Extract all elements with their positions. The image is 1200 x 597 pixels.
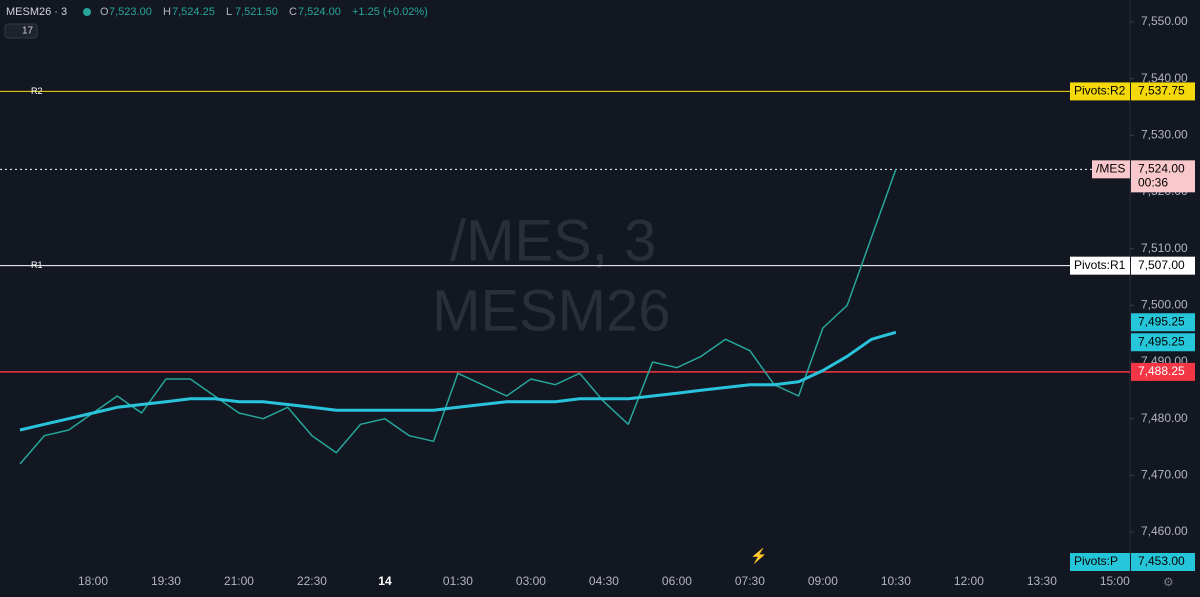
y-tick-label: 7,480.00 bbox=[1141, 411, 1188, 425]
ohlc-key: C bbox=[289, 6, 297, 18]
ohlc-value: 7,524.25 bbox=[172, 6, 215, 18]
vwap-price: 7,495.25 bbox=[1138, 314, 1185, 328]
ohlc-key: L bbox=[226, 6, 232, 18]
level-short: R1 bbox=[31, 260, 43, 270]
vwap-price-box bbox=[1131, 313, 1195, 332]
x-tick-label: 15:00 bbox=[1100, 574, 1130, 588]
level-price: 7,453.00 bbox=[1138, 554, 1185, 568]
watermark: MESM26 bbox=[432, 278, 671, 343]
level-price-box bbox=[1131, 256, 1195, 275]
last-name: /MES bbox=[1096, 162, 1125, 176]
level-name-box bbox=[1070, 82, 1130, 101]
indicator-toggle[interactable] bbox=[4, 23, 38, 39]
x-tick-label: 09:00 bbox=[808, 574, 838, 588]
settings-icon[interactable]: ⚙ bbox=[1163, 575, 1174, 589]
series-line bbox=[19, 169, 897, 465]
ohlc-key: O bbox=[100, 6, 109, 18]
level-name-box bbox=[1070, 256, 1130, 275]
x-tick-label: 06:00 bbox=[662, 574, 692, 588]
level-name: Pivots:R2 bbox=[1074, 84, 1126, 98]
y-tick-label: 7,510.00 bbox=[1141, 241, 1188, 255]
vwap-price: 7,495.25 bbox=[1138, 334, 1185, 348]
symbol-title: MESM26 · 3 bbox=[6, 6, 67, 18]
x-tick-label: 07:30 bbox=[735, 574, 765, 588]
x-tick-label: 03:00 bbox=[516, 574, 546, 588]
level-price-box bbox=[1131, 362, 1195, 381]
y-tick-label: 7,500.00 bbox=[1141, 298, 1188, 312]
x-tick-label: 10:30 bbox=[881, 574, 911, 588]
vwap-price-box bbox=[1131, 333, 1195, 352]
indicator-count[interactable]: 17 bbox=[22, 26, 34, 37]
ohlc-value: 7,524.00 bbox=[298, 6, 341, 18]
level-price: 7,507.00 bbox=[1138, 258, 1185, 272]
status-dot bbox=[83, 8, 91, 16]
level-name-box bbox=[1070, 553, 1130, 571]
level-price-box bbox=[1131, 82, 1195, 101]
x-tick-label: 04:30 bbox=[589, 574, 619, 588]
last-price: 7,524.00 bbox=[1138, 162, 1185, 176]
x-tick-label: 13:30 bbox=[1027, 574, 1057, 588]
x-tick-label: 18:00 bbox=[78, 574, 108, 588]
level-short: R2 bbox=[31, 86, 43, 96]
last-price-box bbox=[1131, 160, 1195, 193]
level-price: 7,537.75 bbox=[1138, 84, 1185, 98]
x-tick-label: 12:00 bbox=[954, 574, 984, 588]
level-name: Pivots:R1 bbox=[1074, 258, 1126, 272]
level-name: Pivots:P bbox=[1074, 554, 1118, 568]
x-tick-label: 19:30 bbox=[151, 574, 181, 588]
level-price-box bbox=[1131, 553, 1195, 571]
event-icon[interactable]: ⚡ bbox=[750, 548, 767, 565]
ohlc-key: H bbox=[163, 6, 171, 18]
y-tick-label: 7,540.00 bbox=[1141, 71, 1188, 85]
watermark: /MES, 3 bbox=[450, 208, 656, 273]
countdown: 00:36 bbox=[1138, 176, 1168, 190]
x-tick-label: 14 bbox=[378, 574, 392, 588]
series-line bbox=[19, 330, 897, 432]
x-tick-label: 22:30 bbox=[297, 574, 327, 588]
x-tick-label: 21:00 bbox=[224, 574, 254, 588]
ohlc-value: 7,521.50 bbox=[235, 6, 278, 18]
last-name-box bbox=[1092, 160, 1130, 179]
y-tick-label: 7,470.00 bbox=[1141, 468, 1188, 482]
y-tick-label: 7,460.00 bbox=[1141, 524, 1188, 538]
y-tick-label: 7,550.00 bbox=[1141, 14, 1188, 28]
ohlc-value: 7,523.00 bbox=[109, 6, 152, 18]
change: +1.25 (+0.02%) bbox=[352, 6, 428, 18]
x-tick-label: 01:30 bbox=[443, 574, 473, 588]
level-price: 7,488.25 bbox=[1138, 364, 1185, 378]
y-tick-label: 7,530.00 bbox=[1141, 128, 1188, 142]
